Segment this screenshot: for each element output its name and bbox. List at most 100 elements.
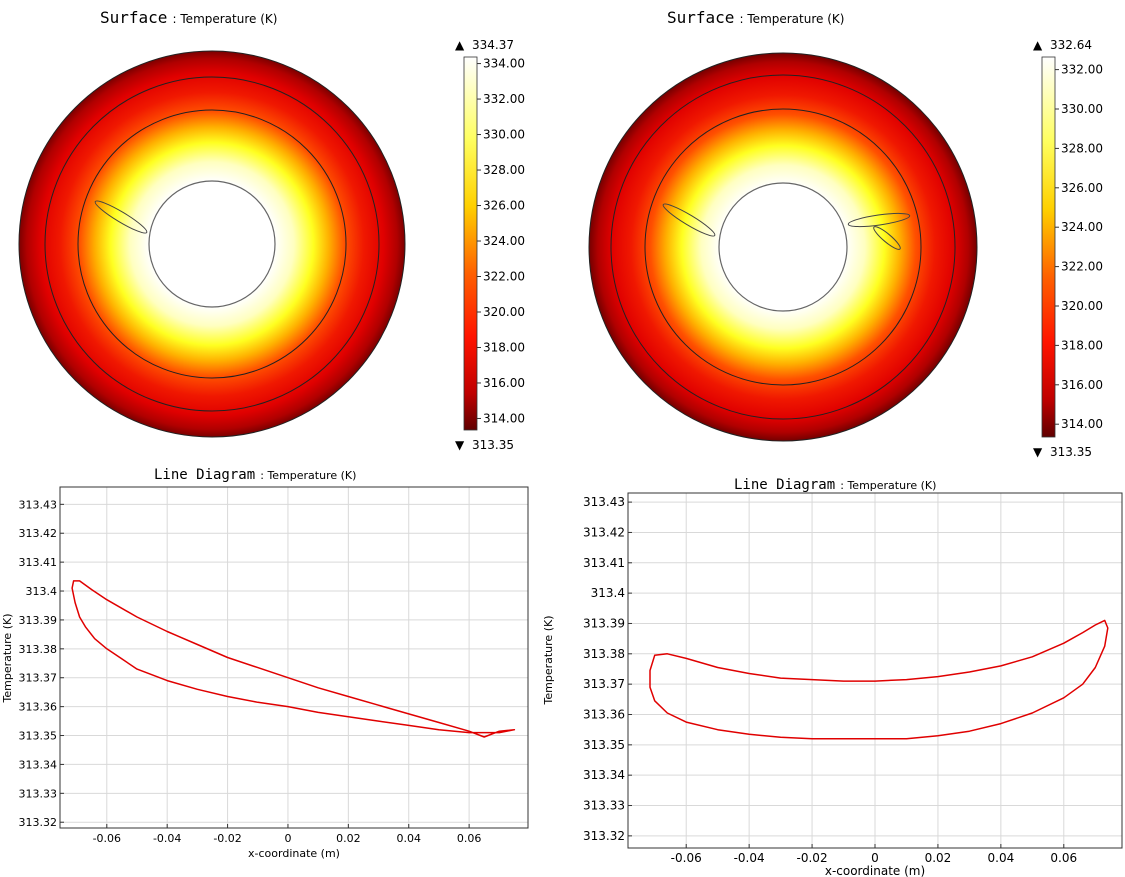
x-tick-label: -0.02 — [797, 851, 828, 865]
line-title-prefix: Line Diagram — [154, 467, 255, 483]
colorbar-min-label: 313.35 — [1050, 445, 1092, 459]
y-tick-label: 313.36 — [19, 701, 58, 714]
line-title: Line Diagram : Temperature (K) — [734, 474, 936, 493]
fin-left — [662, 203, 716, 237]
colorbar-min-label: 313.35 — [472, 438, 514, 452]
y-tick-label: 313.37 — [583, 677, 625, 691]
y-tick-label: 313.34 — [19, 758, 58, 771]
y-tick-label: 313.33 — [19, 787, 58, 800]
colorbar-min-arrow: ▼ — [1033, 445, 1043, 459]
surface-title-prefix: Surface — [100, 8, 167, 27]
colorbar-tick-label: 320.00 — [483, 305, 525, 319]
colorbar-tick-label: 332.00 — [1061, 63, 1103, 77]
line-diagram-left: Line Diagram : Temperature (K) -0.06 -0.0… — [1, 464, 529, 860]
colorbar-tick-label: 314.00 — [1061, 417, 1103, 431]
y-tick-label: 313.32 — [583, 829, 625, 843]
y-axis-label-holder: Temperature (K) — [542, 616, 555, 706]
y-tick-label: 313.36 — [583, 707, 625, 721]
y-tick-label: 313.37 — [19, 672, 58, 685]
surface-title: Surface : Temperature (K) — [100, 8, 277, 27]
surface-plot-right: Surface : Temperature (K) ▲ 332.64 332.0… — [588, 8, 1103, 459]
y-tick-label: 313.43 — [583, 495, 625, 509]
y-tick-label: 313.41 — [583, 556, 625, 570]
colorbar-max-label: 334.37 — [472, 38, 514, 52]
y-tick-label: 313.43 — [19, 498, 58, 511]
surface-plot-left: Surface : Temperature (K) ▲ 334.37 334.0… — [18, 8, 525, 452]
x-tick-label: -0.04 — [734, 851, 765, 865]
colorbar-bar — [1041, 56, 1056, 438]
x-tick-label: 0.02 — [336, 832, 361, 845]
colorbar-tick-label: 330.00 — [1061, 102, 1103, 116]
surface-title: Surface : Temperature (K) — [667, 8, 844, 27]
x-tick-label: 0 — [284, 832, 291, 845]
x-tick-label: -0.06 — [93, 832, 121, 845]
colorbar-max-arrow: ▲ — [455, 38, 465, 52]
line-title: Line Diagram : Temperature (K) — [154, 464, 356, 483]
colorbar-bar — [463, 56, 478, 431]
x-tick-label: 0.06 — [457, 832, 482, 845]
ring-boundary-outer — [44, 76, 380, 412]
colorbar-tick-label: 320.00 — [1061, 299, 1103, 313]
colorbar-max-arrow: ▲ — [1033, 38, 1043, 52]
y-tick-label: 313.4 — [591, 586, 625, 600]
line-diagram-right: Line Diagram : Temperature (K) -0.06 -0.0… — [583, 474, 1123, 877]
colorbar-tick-label: 326.00 — [483, 199, 525, 213]
y-tick-label: 313.42 — [583, 525, 625, 539]
surface-title-suffix: : Temperature (K) — [740, 12, 845, 26]
x-tick-label: 0.06 — [1050, 851, 1077, 865]
x-axis-label: x-coordinate (m) — [248, 847, 340, 860]
x-tick-label: 0 — [871, 851, 879, 865]
temperature-curve — [649, 619, 1109, 740]
y-tick-label: 313.34 — [583, 768, 625, 782]
y-tick-label: 313.32 — [19, 816, 58, 829]
y-axis-label: Temperature (K) — [1, 614, 14, 704]
colorbar-tick-label: 316.00 — [1061, 378, 1103, 392]
fin-right-horizontal — [847, 212, 911, 228]
x-tick-label: 0.04 — [396, 832, 421, 845]
colorbar: ▲ 334.37 334.00 332.00 330.00 328.00 326.00 3… — [455, 38, 525, 452]
center-hole — [148, 180, 276, 308]
x-tick-label: 0.02 — [925, 851, 952, 865]
colorbar-tick-label: 328.00 — [483, 163, 525, 177]
colorbar-tick-label: 330.00 — [483, 128, 525, 142]
y-tick-label: 313.42 — [19, 527, 58, 540]
surface-title-suffix: : Temperature (K) — [173, 12, 278, 26]
x-tick-label: -0.04 — [153, 832, 181, 845]
y-tick-label: 313.35 — [583, 738, 625, 752]
colorbar-max-label: 332.64 — [1050, 38, 1092, 52]
x-tick-label: -0.02 — [213, 832, 241, 845]
y-axis-label: Temperature (K) — [542, 616, 555, 706]
x-tick-label: 0.04 — [988, 851, 1015, 865]
ring-boundary-inner — [644, 108, 922, 386]
y-tick-label: 313.41 — [19, 556, 58, 569]
colorbar-tick-label: 328.00 — [1061, 141, 1103, 155]
y-tick-label: 313.38 — [19, 643, 58, 656]
y-tick-label: 313.4 — [26, 585, 58, 598]
colorbar-tick-label: 332.00 — [483, 92, 525, 106]
center-hole — [718, 182, 848, 312]
surface-title-prefix: Surface — [667, 8, 734, 27]
x-tick-label: -0.06 — [671, 851, 702, 865]
y-tick-label: 313.38 — [583, 647, 625, 661]
colorbar-tick-label: 318.00 — [1061, 338, 1103, 352]
colorbar-tick-label: 314.00 — [483, 411, 525, 425]
colorbar-tick-label: 322.00 — [1061, 260, 1103, 274]
y-tick-label: 313.39 — [19, 614, 58, 627]
ring-boundary-outer — [610, 74, 956, 420]
y-tick-label: 313.35 — [19, 730, 58, 743]
ring-boundary-inner — [77, 109, 347, 379]
colorbar: ▲ 332.64 332.00 330.00 328.00 326.00 324.00 3… — [1033, 38, 1103, 459]
line-title-prefix: Line Diagram — [734, 477, 835, 493]
colorbar-tick-label: 322.00 — [483, 270, 525, 284]
x-axis-label: x-coordinate (m) — [825, 864, 925, 877]
colorbar-tick-label: 324.00 — [483, 234, 525, 248]
y-tick-label: 313.39 — [583, 616, 625, 630]
colorbar-min-arrow: ▼ — [455, 438, 465, 452]
colorbar-tick-label: 318.00 — [483, 340, 525, 354]
y-tick-label: 313.33 — [583, 799, 625, 813]
temperature-curve — [71, 580, 516, 738]
fin-left — [94, 200, 148, 234]
fin-right-diagonal — [873, 226, 901, 250]
line-title-suffix: : Temperature (K) — [840, 479, 936, 492]
colorbar-tick-label: 324.00 — [1061, 220, 1103, 234]
